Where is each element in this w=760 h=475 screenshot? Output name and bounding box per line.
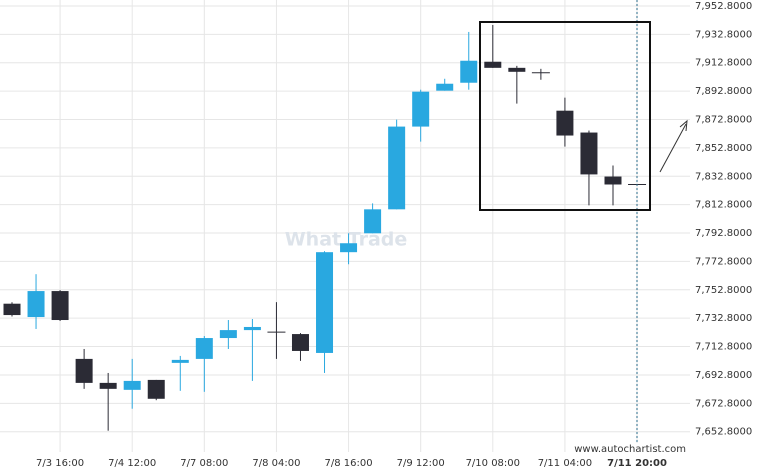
source-bg [575,443,690,455]
candle-body [75,358,93,383]
candle-body [556,110,574,136]
candle-body [364,209,382,234]
y-tick-label: 7,832.8000 [695,171,752,182]
candle-body [412,91,430,127]
candle-body [460,60,478,83]
x-tick-label: 7/9 12:00 [397,458,445,469]
y-tick-label: 7,932.8000 [695,29,752,40]
candle-body [99,382,117,389]
candle-body [243,326,261,331]
candle-body [316,252,334,353]
y-tick-label: 7,692.8000 [695,370,752,381]
y-tick-label: 7,752.8000 [695,285,752,296]
y-tick-label: 7,872.8000 [695,114,752,125]
candle-body [147,379,165,399]
candles [3,24,647,431]
candle-body [195,338,213,359]
x-tick-label: 7/4 12:00 [108,458,156,469]
candle-body [3,303,21,316]
candle-body [123,380,141,390]
y-tick-label: 7,712.8000 [695,342,752,353]
candle-body [51,291,69,321]
candle-body [508,67,526,72]
y-tick-label: 7,652.8000 [695,427,752,438]
forecast-arrow [659,123,687,173]
x-tick-label: 7/8 04:00 [252,458,300,469]
y-tick-label: 7,892.8000 [695,86,752,97]
candle-body [388,126,406,210]
watermark: What Trade [285,229,408,251]
candle-body [340,243,358,253]
candle-body [580,132,598,175]
candle-body [171,359,189,363]
source: www.autochartist.com [574,444,686,455]
candle-body [484,61,502,68]
pattern-box [479,21,651,211]
y-tick-label: 7,772.8000 [695,256,752,267]
y-tick-label: 7,952.8000 [695,1,752,12]
y-tick-label: 7,672.8000 [695,398,752,409]
x-tick-label: 7/7 08:00 [180,458,228,469]
plot-area [0,0,690,452]
x-tick-label: 7/8 16:00 [325,458,373,469]
y-tick-label: 7,812.8000 [695,200,752,211]
arrow-head [679,119,688,132]
x-tick-label: 7/3 16:00 [36,458,84,469]
y-tick-label: 7,912.8000 [695,58,752,69]
x-tick-label: 7/10 08:00 [466,458,520,469]
y-tick-label: 7,792.8000 [695,228,752,239]
y-tick-label: 7,852.8000 [695,143,752,154]
candle-body [27,291,45,318]
candle-body [604,176,622,185]
y-tick-label: 7,732.8000 [695,313,752,324]
x-tick-label: 7/11 04:00 [538,458,592,469]
x-tick-label: 7/11 20:00 [607,458,667,469]
candle-body [219,330,237,339]
candle-body [436,83,454,91]
grid [0,0,690,452]
candle-body [291,334,309,351]
